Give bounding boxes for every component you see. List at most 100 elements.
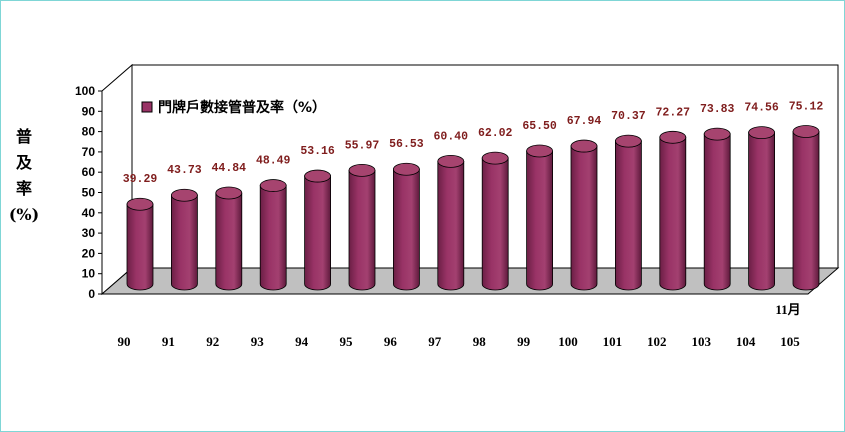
legend-label: 門牌戶數接管普及率（%）	[158, 99, 326, 116]
bar-body	[259, 185, 287, 291]
bar-body	[171, 194, 198, 291]
bar-top	[126, 197, 154, 211]
category-label: 98	[473, 334, 487, 349]
bar	[792, 125, 820, 291]
bar	[437, 154, 465, 291]
bar-body	[348, 169, 376, 291]
bar	[570, 139, 598, 291]
bar-top	[570, 139, 598, 153]
legend-swatch	[141, 101, 153, 113]
y-tick-label: 60	[82, 165, 96, 179]
bar	[659, 130, 687, 291]
category-label: 102	[647, 334, 667, 349]
y-tick-label: 40	[82, 206, 96, 220]
data-label: 53.16	[300, 145, 335, 158]
bar	[481, 151, 509, 291]
y-tick-label: 30	[82, 226, 96, 240]
category-label: 93	[251, 334, 265, 349]
bar-body	[792, 131, 820, 291]
y-axis-title-char-1: 普	[16, 127, 32, 146]
y-axis: 0 10 20 30 40 50 60 70 80 90 100	[75, 84, 103, 301]
data-label: 39.29	[123, 173, 158, 186]
bar-top	[659, 130, 687, 144]
bar	[748, 126, 775, 291]
data-label: 65.50	[522, 120, 557, 133]
data-label: 48.49	[256, 155, 291, 168]
y-axis-title-char-4: (%)	[9, 205, 39, 224]
bar-body	[659, 136, 687, 291]
data-label: 74.56	[744, 102, 779, 115]
bar	[615, 134, 642, 291]
y-tick-label: 10	[82, 267, 96, 281]
bar	[348, 163, 376, 291]
bar	[392, 162, 420, 291]
bar-top	[792, 125, 820, 138]
y-tick-label: 100	[75, 84, 95, 98]
data-label: 44.84	[212, 162, 247, 175]
category-label: 95	[340, 334, 354, 349]
bar-body	[526, 150, 553, 291]
bar-top	[348, 163, 376, 177]
bar-body	[570, 145, 598, 291]
bar-top	[437, 154, 465, 168]
bar-top	[170, 188, 198, 202]
data-labels: 39.29 43.73 44.84 48.49 53.16 55.97 56.53 60.40…	[123, 101, 824, 187]
bar-top	[748, 126, 775, 140]
bar-body	[437, 160, 465, 291]
y-tick-label: 0	[88, 287, 95, 301]
bar-body	[703, 133, 731, 291]
data-label: 73.83	[700, 103, 735, 116]
category-label: 104	[736, 334, 756, 349]
bar-top	[526, 144, 553, 158]
bar	[703, 127, 731, 291]
month-annotation: 11月	[775, 302, 800, 317]
data-label: 56.53	[389, 138, 424, 151]
bar-top	[304, 169, 332, 183]
data-label: 60.40	[434, 130, 469, 143]
bar	[170, 188, 198, 291]
bar	[526, 144, 553, 291]
bar	[126, 197, 154, 291]
y-axis-title-char-3: 率	[16, 179, 32, 198]
bar-body	[126, 203, 154, 291]
y-axis-title: 普 及 率 (%)	[9, 127, 39, 224]
bar-top	[392, 162, 420, 176]
data-label: 43.73	[167, 164, 202, 177]
bar-top	[481, 151, 509, 165]
bar-body	[748, 132, 775, 291]
y-tick-label: 20	[82, 246, 96, 260]
bar-top	[259, 179, 287, 192]
bar-body	[304, 175, 331, 291]
data-label: 62.02	[478, 127, 513, 140]
bar	[215, 186, 243, 291]
category-label: 92	[206, 334, 219, 349]
data-label: 75.12	[789, 101, 824, 114]
bar-top	[615, 134, 642, 148]
bar-body	[393, 168, 420, 291]
data-label: 55.97	[345, 139, 380, 152]
category-label: 100	[558, 334, 578, 349]
category-label: 99	[517, 334, 531, 349]
y-tick-label: 80	[82, 125, 96, 139]
legend: 門牌戶數接管普及率（%）	[141, 99, 326, 116]
data-label: 70.37	[611, 110, 646, 123]
x-axis-categories: 90 91 92 93 94 95 96 97 98 99 100 101 102 103 104 105	[118, 334, 801, 349]
category-label: 103	[691, 334, 711, 349]
bar-top	[703, 127, 731, 141]
bar	[304, 169, 332, 291]
category-label: 96	[384, 334, 398, 349]
category-label: 90	[118, 334, 131, 349]
data-label: 72.27	[656, 106, 691, 119]
category-label: 97	[428, 334, 442, 349]
bar	[259, 179, 287, 291]
y-tick-label: 70	[82, 145, 96, 159]
bar-body	[215, 192, 243, 291]
y-tick-label: 90	[82, 104, 96, 118]
category-label: 91	[162, 334, 175, 349]
category-label: 101	[603, 334, 623, 349]
bar-top	[215, 186, 243, 200]
category-label: 94	[295, 334, 309, 349]
y-tick-label: 50	[82, 186, 96, 200]
bar-body	[481, 157, 509, 291]
